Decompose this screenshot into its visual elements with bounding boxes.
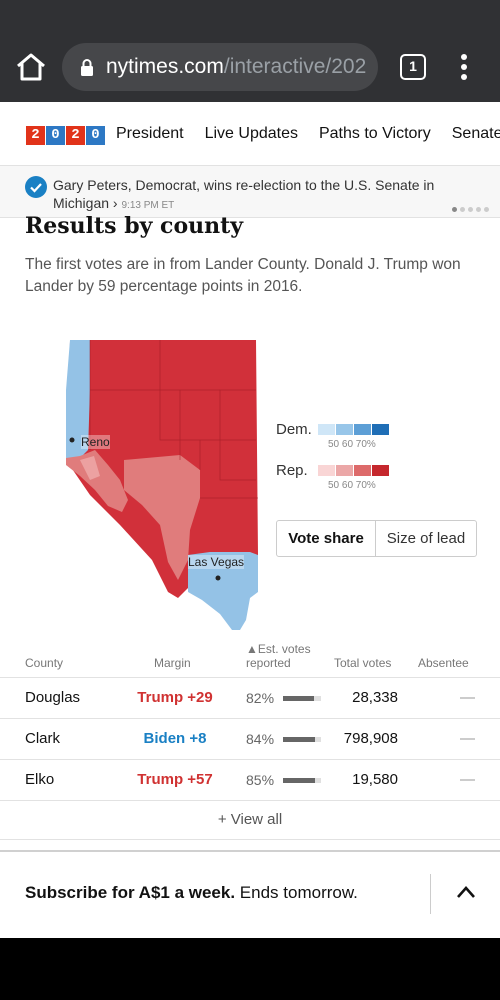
nav-item-president[interactable]: President <box>116 125 184 142</box>
home-icon[interactable] <box>14 51 48 83</box>
section-heading: Results by county <box>25 213 244 239</box>
legend-dem-label: Dem. <box>276 421 312 438</box>
total-votes: 798,908 <box>343 730 398 747</box>
dem-swatch-0 <box>318 424 335 435</box>
check-circle-icon <box>25 176 47 198</box>
table-row[interactable]: Douglas Trump +29 82% 28,338 — <box>0 677 500 718</box>
more-menu-icon[interactable] <box>456 52 472 82</box>
size-of-lead-button[interactable]: Size of lead <box>386 530 466 547</box>
legend-dem-swatches <box>318 424 390 435</box>
county-name: Douglas <box>25 689 81 706</box>
chevron-up-icon[interactable] <box>454 882 478 902</box>
dem-swatch-3 <box>372 424 389 435</box>
subscribe-text[interactable]: Subscribe for A$1 a week. Ends tomorrow. <box>25 883 358 902</box>
las-vegas-marker <box>215 575 221 581</box>
total-votes: 19,580 <box>352 771 398 788</box>
view-all-button[interactable]: + View all <box>0 800 500 840</box>
reported-bar <box>283 778 321 783</box>
logo-digit: 2 <box>66 126 85 145</box>
reported-bar <box>283 737 321 742</box>
county-margin: Trump +29 <box>137 689 213 706</box>
legend-rep: Rep. <box>276 462 390 479</box>
reported-bar <box>283 696 321 701</box>
legend-rep-swatches <box>318 465 390 476</box>
reno-marker <box>69 437 75 443</box>
legend-dem: Dem. <box>276 421 390 438</box>
nav-item-senate[interactable]: Senate <box>451 125 500 142</box>
total-votes: 28,338 <box>352 689 398 706</box>
table-row[interactable]: Elko Trump +57 85% 19,580 — <box>0 759 500 800</box>
rep-swatch-0 <box>318 465 335 476</box>
county-margin: Trump +57 <box>137 771 213 788</box>
rep-swatch-2 <box>354 465 371 476</box>
legend-dem-ticks: 50 60 70% <box>328 439 376 450</box>
absentee-votes: — <box>460 771 475 788</box>
col-absentee-header[interactable]: Absentee <box>418 656 469 670</box>
legend-rep-label: Rep. <box>276 462 308 479</box>
ticker-headline-cont: Michigan <box>53 195 110 211</box>
county-name: Elko <box>25 771 55 788</box>
rep-swatch-1 <box>336 465 353 476</box>
county-margin: Biden +8 <box>143 730 207 747</box>
reported-pct: 84% <box>246 731 275 747</box>
logo-digit: 0 <box>86 126 105 145</box>
lock-icon <box>81 59 93 76</box>
legend-rep-ticks: 50 60 70% <box>328 480 376 491</box>
logo-digit: 0 <box>46 126 65 145</box>
sort-up-icon: ▲ <box>246 642 258 656</box>
ticker-headline: Gary Peters, Democrat, wins re-election … <box>53 177 435 193</box>
col-reported-header[interactable]: ▲Est. votes reported <box>246 642 311 670</box>
rep-swatch-3 <box>372 465 389 476</box>
absentee-votes: — <box>460 730 475 747</box>
dem-swatch-2 <box>354 424 371 435</box>
section-lede: The first votes are in from Lander Count… <box>25 256 461 295</box>
subscribe-banner[interactable]: Subscribe for A$1 a week. Ends tomorrow. <box>0 850 500 938</box>
browser-toolbar: nytimes.com/interactive/202 1 <box>0 0 500 102</box>
map-label-reno: Reno <box>81 435 110 449</box>
reported-pct: 85% <box>246 772 275 788</box>
news-ticker[interactable]: Gary Peters, Democrat, wins re-election … <box>0 166 500 218</box>
dem-swatch-1 <box>336 424 353 435</box>
nav-item-live-updates[interactable]: Live Updates <box>204 125 298 142</box>
ticker-time: 9:13 PM ET <box>121 200 175 211</box>
tab-switcher-button[interactable]: 1 <box>400 54 426 80</box>
reported-pct: 82% <box>246 690 275 706</box>
logo-digit: 2 <box>26 126 45 145</box>
url-text: nytimes.com/interactive/202 <box>106 55 367 78</box>
chevron-right-icon: › <box>112 195 118 211</box>
ticker-text[interactable]: Gary Peters, Democrat, wins re-election … <box>53 176 473 215</box>
map-label-las-vegas: Las Vegas <box>188 555 245 569</box>
col-reported-line1: Est. votes <box>257 642 311 656</box>
address-bar[interactable]: nytimes.com/interactive/202 <box>62 43 378 91</box>
col-county-header[interactable]: County <box>25 656 64 670</box>
col-total-header[interactable]: Total votes <box>334 656 392 670</box>
ticker-pagination <box>452 207 492 212</box>
county-name: Clark <box>25 730 61 747</box>
col-reported-line2: reported <box>246 656 291 670</box>
nav-items: President Live Updates Paths to Victory Sen… <box>116 125 500 143</box>
map-mode-toggle: Vote share Size of lead <box>276 520 477 557</box>
col-margin-header[interactable]: Margin <box>154 656 191 670</box>
table-row[interactable]: Clark Biden +8 84% 798,908 — <box>0 718 500 759</box>
nevada-county-map[interactable] <box>60 330 270 630</box>
system-navigation-bar <box>0 938 500 1000</box>
vote-share-button[interactable]: Vote share <box>277 521 376 556</box>
absentee-votes: — <box>460 689 475 706</box>
nav-item-paths-to-victory[interactable]: Paths to Victory <box>318 125 431 142</box>
